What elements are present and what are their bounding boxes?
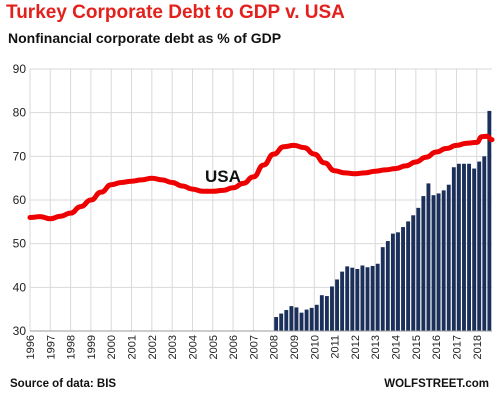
turkey-bar — [309, 307, 314, 331]
turkey-bar — [284, 310, 289, 331]
axes: 30 40 50 60 70 80 90 1996 1997 1998 1999 2000 2001 20… — [13, 62, 492, 359]
y-tick-label: 60 — [13, 193, 27, 207]
turkey-bar — [340, 271, 345, 331]
turkey-bar — [330, 286, 334, 331]
turkey-bar — [319, 295, 324, 331]
x-tick-label: 2004 — [187, 335, 199, 359]
x-tick-label: 2001 — [127, 335, 139, 359]
x-tick-label: 2012 — [350, 335, 362, 359]
y-tick-label: 40 — [13, 280, 27, 294]
x-tick-label: 2018 — [472, 335, 484, 359]
turkey-bar — [299, 312, 304, 331]
turkey-bar — [380, 247, 385, 331]
x-tick-label: 2017 — [451, 335, 463, 359]
y-tick-label: 50 — [13, 237, 27, 251]
x-tick-label: 1997 — [45, 335, 57, 359]
x-tick-label: 2005 — [208, 335, 220, 359]
turkey-bar — [385, 241, 390, 331]
x-tick-label: 2008 — [269, 335, 281, 359]
y-tick-label: 80 — [13, 106, 27, 120]
turkey-bar — [401, 227, 405, 331]
x-tick-label: 2010 — [309, 335, 321, 359]
turkey-bar — [289, 306, 294, 331]
x-tick-label: 2013 — [370, 335, 382, 359]
x-tick-label: 2000 — [106, 335, 118, 359]
turkey-bar — [482, 156, 487, 331]
turkey-bar — [456, 163, 461, 331]
turkey-bar — [375, 263, 380, 331]
turkey-bar — [416, 207, 421, 331]
turkey-bar — [396, 232, 400, 331]
y-tick-label: 90 — [13, 62, 27, 76]
x-tick-label: 1999 — [86, 335, 98, 359]
turkey-bar — [446, 184, 451, 331]
x-tick-label: 2002 — [147, 335, 159, 359]
x-tick-label: 2015 — [411, 335, 423, 359]
turkey-bar — [355, 268, 360, 331]
x-tick-label: 2007 — [248, 335, 260, 359]
turkey-bar — [390, 233, 395, 331]
usa-line-group — [27, 133, 495, 222]
turkey-bar — [467, 163, 471, 331]
chart-title: Turkey Corporate Debt to GDP v. USA — [6, 2, 345, 23]
usa-annotation: USA — [205, 167, 241, 186]
turkey-bar — [426, 183, 431, 331]
turkey-bar — [421, 196, 426, 331]
turkey-bar — [360, 265, 365, 331]
turkey-bar — [279, 313, 284, 331]
turkey-bar — [472, 168, 477, 331]
x-tick-label: 2011 — [330, 335, 342, 359]
turkey-bar — [436, 193, 441, 331]
usa-line — [27, 133, 495, 222]
y-tick-label: 70 — [13, 149, 27, 163]
turkey-bar — [406, 221, 411, 331]
x-tick-label: 1996 — [25, 335, 37, 359]
x-tick-label: 2014 — [391, 335, 403, 359]
x-tick-label: 1998 — [66, 335, 78, 359]
turkey-bar — [314, 304, 319, 331]
turkey-bar — [274, 317, 279, 331]
turkey-bar — [487, 110, 492, 331]
x-tick-label: 2006 — [228, 335, 240, 359]
y-tick-label: 30 — [13, 324, 27, 338]
source-note: Source of data: BIS — [10, 378, 117, 390]
turkey-bar — [304, 309, 309, 331]
turkey-bar — [441, 190, 446, 331]
x-tick-label: 2016 — [431, 335, 443, 359]
turkey-bar — [365, 267, 370, 331]
x-tick-label: 2003 — [167, 335, 179, 359]
turkey-bar — [411, 215, 416, 331]
credit-note: WOLFSTREET.com — [384, 378, 489, 390]
turkey-bar — [477, 161, 482, 331]
turkey-bars — [274, 110, 492, 331]
turkey-bar — [324, 296, 329, 331]
turkey-bar — [451, 167, 456, 331]
turkey-bar — [345, 266, 350, 331]
turkey-bar — [350, 267, 355, 331]
turkey-bar — [431, 195, 436, 331]
turkey-bar — [370, 265, 375, 331]
chart-subtitle: Nonfinancial corporate debt as % of GDP — [8, 30, 282, 46]
turkey-bar — [335, 279, 339, 331]
turkey-bar — [462, 163, 466, 331]
turkey-bar — [294, 307, 299, 331]
x-tick-label: 2009 — [289, 335, 301, 359]
